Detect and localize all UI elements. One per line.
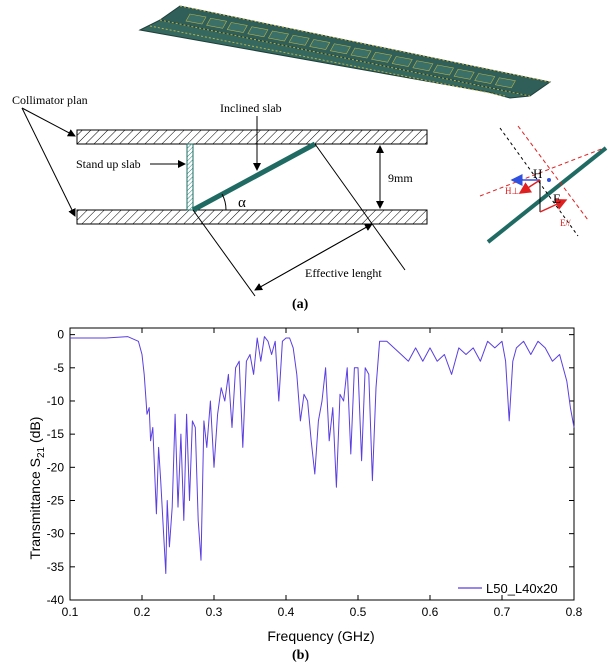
y-tick-label: -40 (47, 593, 65, 607)
pcb-strip-image (138, 5, 552, 99)
pcb-cell (474, 73, 496, 84)
pcb-cell (371, 51, 393, 63)
pcb-cell (412, 60, 434, 72)
collimator-bottom-plate (76, 209, 428, 225)
panel-a-label: (a) (292, 297, 309, 312)
x-tick-label: 0.6 (422, 605, 439, 619)
e-par-label: E// (560, 218, 571, 228)
pcb-cell (247, 26, 269, 38)
x-tick-label: 0.5 (350, 605, 367, 619)
pcb-cell (309, 39, 331, 50)
pcb-cell (494, 77, 516, 89)
legend-entry: L50_L40x20 (486, 581, 558, 596)
inclined-slab (191, 141, 317, 213)
y-tick-label: -35 (47, 560, 65, 574)
y-tick-label: 0 (57, 328, 64, 342)
collimator-top-plate (76, 129, 428, 145)
panel-b-label: (b) (292, 648, 310, 663)
pcb-cell (206, 17, 228, 29)
gap-label: 9mm (388, 171, 413, 185)
x-tick-label: 0.2 (134, 605, 151, 619)
y-tick-label: -25 (47, 493, 65, 507)
y-tick-label: -15 (47, 427, 65, 441)
collimator-label: Collimator plan (12, 93, 88, 107)
x-tick-label: 0.7 (494, 605, 511, 619)
x-tick-label: 0.3 (206, 605, 223, 619)
pcb-cell (288, 34, 310, 46)
x-axis-label: Frequency (GHz) (267, 628, 374, 644)
standup-slab (186, 143, 194, 211)
y-tick-label: -5 (53, 361, 64, 375)
angle-label: α (238, 195, 246, 211)
angle-arc (221, 193, 227, 211)
pcb-cell (433, 64, 454, 76)
inclined-slab-label: Inclined slab (220, 101, 282, 115)
x-tick-label: 0.4 (278, 605, 295, 619)
y-tick-label: -30 (47, 527, 65, 541)
y-tick-label: -20 (47, 460, 65, 474)
y-tick-label: -10 (47, 394, 65, 408)
pcb-cell (226, 22, 248, 33)
effective-length-label: Effective lenght (305, 266, 382, 280)
x-tick-label: 0.1 (62, 605, 79, 619)
x-tick-label: 0.8 (566, 605, 583, 619)
standup-slab-label: Stand up slab (76, 157, 141, 171)
e-field-label: E (553, 191, 561, 206)
pcb-cell (185, 13, 207, 25)
transmittance-chart: 0.1 0.2 0.3 0.4 0.5 0.6 0.7 0.8 0 -5 -10 -15 -20 -25 -… (27, 327, 583, 644)
h-perp-label: H⊥ (505, 186, 519, 196)
collimator-diagram: α Collimator plan Inclined slab Stand up… (12, 5, 608, 297)
y-axis-label: Transmittance S21 (dB) (27, 417, 47, 560)
pcb-cell (453, 68, 475, 80)
pcb-cell (329, 43, 351, 55)
series-line (70, 336, 575, 574)
field-inset: H E H⊥ E// (479, 125, 608, 244)
pcb-cell (268, 30, 289, 42)
pcb-cell (391, 56, 413, 67)
plot-frame (69, 327, 575, 601)
h-field-label: H (533, 166, 542, 181)
pcb-cell (350, 47, 372, 59)
